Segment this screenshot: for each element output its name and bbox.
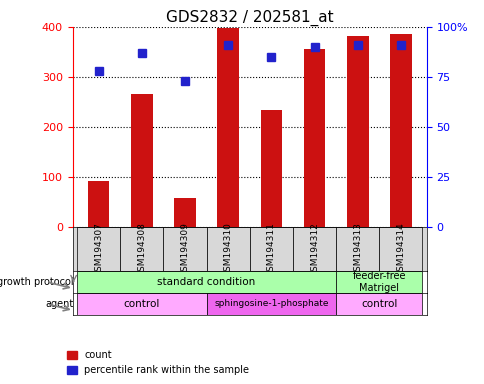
Text: feeder-free
Matrigel: feeder-free Matrigel (352, 271, 405, 293)
Bar (389, 35, 411, 227)
Text: standard condition: standard condition (157, 277, 255, 287)
Bar (346, 36, 368, 227)
Legend: count, percentile rank within the sample: count, percentile rank within the sample (63, 346, 253, 379)
Text: GSM194307: GSM194307 (94, 222, 103, 276)
FancyBboxPatch shape (206, 227, 249, 271)
Text: GSM194309: GSM194309 (180, 222, 189, 276)
Text: GSM194308: GSM194308 (137, 222, 146, 276)
Bar (77, 293, 206, 315)
Text: GSM194312: GSM194312 (309, 222, 318, 276)
Bar (335, 293, 422, 315)
Title: GDS2832 / 202581_at: GDS2832 / 202581_at (166, 9, 333, 25)
Text: GSM194313: GSM194313 (352, 222, 362, 276)
Text: control: control (361, 299, 397, 309)
FancyBboxPatch shape (249, 227, 292, 271)
FancyBboxPatch shape (77, 227, 120, 271)
FancyBboxPatch shape (120, 227, 163, 271)
Bar (217, 28, 239, 227)
Text: agent: agent (45, 299, 74, 309)
FancyBboxPatch shape (163, 227, 206, 271)
Text: GSM194314: GSM194314 (395, 222, 405, 276)
FancyBboxPatch shape (378, 227, 422, 271)
Bar (88, 180, 109, 227)
Text: control: control (123, 299, 160, 309)
Bar (131, 94, 152, 227)
Bar (206, 293, 335, 315)
Bar (174, 198, 196, 227)
Bar (260, 109, 282, 227)
Bar (335, 271, 422, 293)
Bar (77, 271, 335, 293)
FancyBboxPatch shape (292, 227, 335, 271)
Text: growth protocol: growth protocol (0, 277, 74, 287)
FancyBboxPatch shape (335, 227, 378, 271)
Text: sphingosine-1-phosphate: sphingosine-1-phosphate (213, 300, 328, 308)
Text: GSM194311: GSM194311 (266, 222, 275, 276)
Text: GSM194310: GSM194310 (223, 222, 232, 276)
Bar (303, 50, 325, 227)
